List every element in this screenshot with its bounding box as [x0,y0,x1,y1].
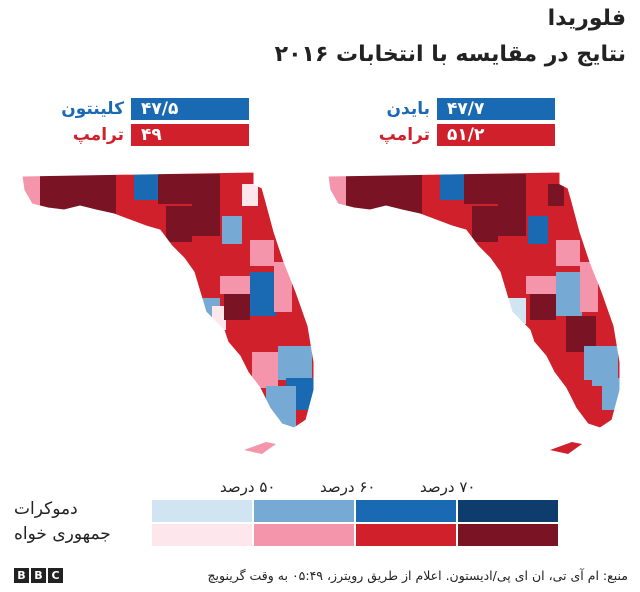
rep-row-2016: ۴۹ [131,124,249,146]
dem-row-2020: ۴۷/۷ [437,98,555,120]
legend-rep-scale [152,524,558,546]
results-2016: ۴۷/۵ ۴۹ [131,98,249,148]
legend-dem-swatch [254,500,354,522]
rep-candidate-2016: ترامپ [72,125,124,145]
legend-rep-label: جمهوری خواه [14,524,111,544]
legend-tick-50: ۵۰ درصد [220,478,276,496]
legend-dem-label: دموکرات [14,499,78,519]
legend-rep-swatch [254,524,354,546]
dem-row-2016: ۴۷/۵ [131,98,249,120]
rep-share-2020: ۵۱/۲ [437,124,555,146]
bbc-logo-letter: B [31,568,46,583]
legend-tick-60: ۶۰ درصد [320,478,376,496]
florida-map-2020 [327,171,621,454]
legend-dem-swatch [356,500,456,522]
legend-dem-swatch [458,500,558,522]
legend-tick-70: ۷۰ درصد [420,478,476,496]
legend-dem-swatch [152,500,252,522]
legend-rep-swatch [356,524,456,546]
rep-row-2020: ۵۱/۲ [437,124,555,146]
legend-dem-scale [152,500,558,522]
bbc-logo-letter: C [48,568,63,583]
map-title: فلوریدا [547,6,626,31]
dem-candidate-2016: کلینتون [61,99,124,119]
bbc-logo: B B C [14,568,63,583]
dem-share-2020: ۴۷/۷ [437,98,555,120]
legend-rep-swatch [152,524,252,546]
dem-share-2016: ۴۷/۵ [131,98,249,120]
rep-share-2016: ۴۹ [131,124,249,146]
florida-map-2016 [21,171,315,454]
map-subtitle: نتایج در مقایسه با انتخابات ۲۰۱۶ [274,42,626,67]
results-2020: ۴۷/۷ ۵۱/۲ [437,98,555,148]
source-note: منبع: ام آی تی، ان ای پی/ادیستون. اعلام … [207,568,628,583]
rep-candidate-2020: ترامپ [378,125,430,145]
dem-candidate-2020: بایدن [386,99,430,119]
legend-rep-swatch [458,524,558,546]
bbc-logo-letter: B [14,568,29,583]
